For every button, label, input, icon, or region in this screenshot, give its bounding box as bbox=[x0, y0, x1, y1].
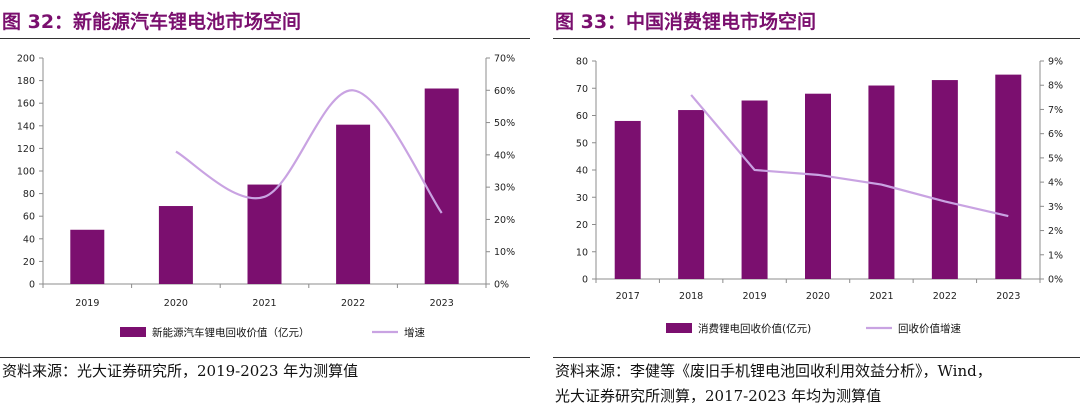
legend-bar-swatch bbox=[666, 323, 692, 333]
title-rule bbox=[0, 38, 530, 39]
legend-line-label: 回收价值增速 bbox=[898, 322, 961, 335]
y-tick-label: 60 bbox=[576, 111, 588, 122]
figure-33-source: 资料来源：李健等《废旧手机锂电池回收利用效益分析》，Wind， 光大证券研究所测… bbox=[555, 359, 992, 409]
y-tick-label: 50 bbox=[576, 138, 588, 149]
source-line: 光大证券研究所测算，2017-2023 年均为测算值 bbox=[555, 387, 882, 405]
y2-tick-label: 5% bbox=[1048, 153, 1063, 164]
x-tick-label: 2020 bbox=[806, 291, 830, 302]
chart-32: 0 20 40 60 80 100 120 140 160 180 200 0% 10% 20% 30% 40… bbox=[17, 54, 515, 340]
y-tick-label: 180 bbox=[17, 76, 35, 87]
x-tick-label: 2023 bbox=[430, 298, 454, 309]
y-tick-label: 10 bbox=[576, 247, 588, 258]
y-tick-label: 0 bbox=[582, 275, 588, 286]
bar bbox=[931, 80, 958, 279]
y2-tick-label: 40% bbox=[494, 150, 515, 161]
y2-tick-label: 1% bbox=[1048, 250, 1063, 261]
y2-tick-label: 10% bbox=[494, 247, 515, 258]
x-tick-label: 2021 bbox=[869, 291, 893, 302]
source-rule bbox=[553, 357, 1080, 358]
y2-tick-label: 60% bbox=[494, 86, 515, 97]
y-tick-label: 60 bbox=[23, 212, 35, 223]
figure-33-title: 图 33：中国消费锂电市场空间 bbox=[555, 11, 817, 33]
y2-tick-label: 7% bbox=[1048, 105, 1063, 116]
y2-tick-label: 9% bbox=[1048, 57, 1063, 68]
y2-tick-label: 6% bbox=[1048, 129, 1063, 140]
growth-line bbox=[175, 89, 443, 214]
y2-tick-label: 0% bbox=[1048, 275, 1063, 286]
source-line: 资料来源：光大证券研究所，2019-2023 年为测算值 bbox=[2, 362, 359, 380]
y2-tick-label: 3% bbox=[1048, 202, 1063, 213]
chart-33: 0 10 20 30 40 50 60 70 80 0% 1% 2% 3% 4% 5% 6% 7% 8% 9% 201… bbox=[576, 57, 1063, 336]
x-tick-label: 2022 bbox=[933, 291, 957, 302]
legend-bar-label: 新能源汽车锂电回收价值（亿元） bbox=[152, 326, 310, 339]
y2-tick-label: 20% bbox=[494, 215, 515, 226]
y-tick-label: 30 bbox=[576, 193, 588, 204]
bar bbox=[995, 74, 1022, 279]
bar bbox=[424, 88, 459, 284]
bar bbox=[158, 206, 193, 284]
y2-tick-label: 2% bbox=[1048, 226, 1063, 237]
x-tick-label: 2017 bbox=[616, 291, 640, 302]
y-tick-label: 20 bbox=[23, 257, 35, 268]
bar bbox=[336, 124, 371, 284]
y-tick-label: 200 bbox=[17, 54, 35, 65]
figure-33: 图 33：中国消费锂电市场空间 0 10 20 30 40 50 60 70 80 0% 1% 2% 3… bbox=[553, 0, 1080, 413]
bar bbox=[678, 110, 705, 279]
title-rule bbox=[553, 38, 1080, 39]
y2-tick-label: 4% bbox=[1048, 178, 1063, 189]
x-tick-label: 2019 bbox=[742, 291, 766, 302]
bar bbox=[614, 120, 641, 279]
y-tick-label: 160 bbox=[17, 99, 35, 110]
source-rule bbox=[0, 357, 530, 358]
x-tick-label: 2020 bbox=[164, 298, 188, 309]
legend-bar-label: 消费锂电回收价值(亿元) bbox=[698, 322, 811, 335]
growth-line bbox=[690, 94, 1009, 218]
y-tick-label: 80 bbox=[576, 57, 588, 68]
y-tick-label: 100 bbox=[17, 167, 35, 178]
y-tick-label: 80 bbox=[23, 189, 35, 200]
legend-bar-swatch bbox=[120, 327, 146, 337]
y-tick-label: 70 bbox=[576, 84, 588, 95]
figure-32: 图 32：新能源汽车锂电池市场空间 0 20 40 60 80 100 120 140 160 1… bbox=[0, 0, 530, 413]
x-tick-label: 2021 bbox=[252, 298, 276, 309]
x-tick-label: 2023 bbox=[996, 291, 1020, 302]
x-tick-label: 2018 bbox=[679, 291, 703, 302]
y2-tick-label: 70% bbox=[494, 54, 515, 65]
y2-tick-label: 50% bbox=[494, 118, 515, 129]
bar bbox=[70, 229, 105, 284]
y-tick-label: 40 bbox=[23, 234, 35, 245]
bar bbox=[805, 93, 831, 279]
legend-line-label: 增速 bbox=[404, 326, 425, 339]
y-tick-label: 0 bbox=[29, 280, 35, 291]
y-tick-label: 40 bbox=[576, 166, 588, 177]
bar bbox=[247, 184, 282, 284]
figure-32-source: 资料来源：光大证券研究所，2019-2023 年为测算值 bbox=[2, 359, 358, 384]
y2-tick-label: 30% bbox=[494, 183, 515, 194]
y-tick-label: 140 bbox=[17, 121, 35, 132]
y2-tick-label: 0% bbox=[494, 280, 509, 291]
figure-32-title: 图 32：新能源汽车锂电池市场空间 bbox=[2, 11, 302, 33]
x-tick-label: 2022 bbox=[341, 298, 365, 309]
y-tick-label: 20 bbox=[576, 220, 588, 231]
y-tick-label: 120 bbox=[17, 144, 35, 155]
bar bbox=[741, 100, 768, 279]
x-tick-label: 2019 bbox=[75, 298, 99, 309]
source-line: 资料来源：李健等《废旧手机锂电池回收利用效益分析》，Wind， bbox=[555, 362, 992, 380]
y2-tick-label: 8% bbox=[1048, 81, 1063, 92]
